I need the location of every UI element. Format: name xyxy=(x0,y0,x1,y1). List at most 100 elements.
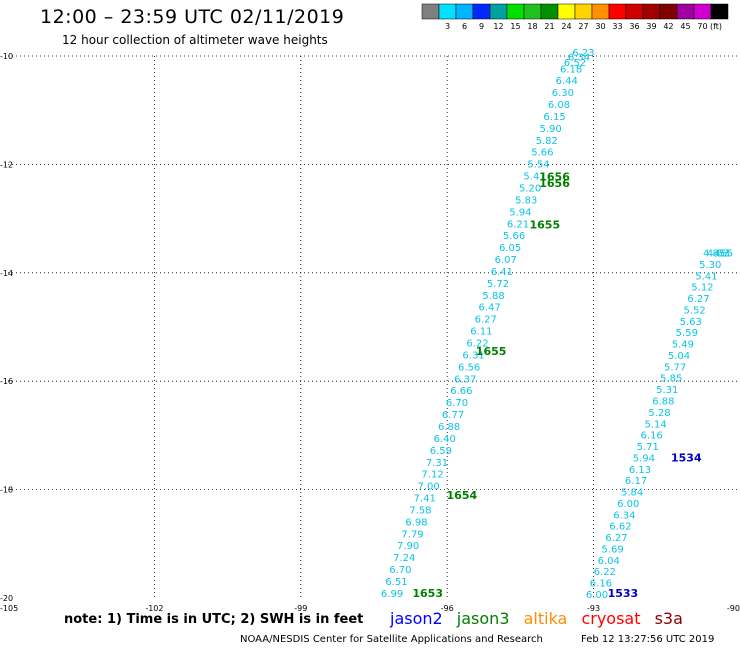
wave-height-value: 5.41 xyxy=(523,172,545,183)
time-label: 1656 xyxy=(539,177,570,190)
colorbar-swatch xyxy=(574,3,593,20)
wave-height-value: 5.04 xyxy=(668,351,690,362)
satellite-s3a: s3a xyxy=(654,609,683,628)
wave-height-value: 6.34 xyxy=(568,52,590,63)
wave-height-value: 6.62 xyxy=(609,522,631,533)
x-tick-label: -96 xyxy=(441,604,454,613)
colorbar-tick-label: 6 xyxy=(462,22,467,31)
wave-height-value: 6.21 xyxy=(507,219,529,230)
wave-height-value: 6.88 xyxy=(438,422,460,433)
colorbar-tick-label: 27 xyxy=(578,22,588,31)
wave-height-value: 5.83 xyxy=(515,195,537,206)
wave-height-value: 6.70 xyxy=(389,565,411,576)
colorbar-swatch xyxy=(472,3,491,20)
wave-height-value: 6.00 xyxy=(586,590,608,601)
colorbar-tick-label: 24 xyxy=(561,22,571,31)
y-tick-label: -20 xyxy=(0,594,13,603)
x-tick-label: -90 xyxy=(727,604,740,613)
wave-height-value: 6.07 xyxy=(495,255,517,266)
chart-title: 12:00 – 23:59 UTC 02/11/2019 xyxy=(40,6,345,28)
y-tick-label: -18 xyxy=(0,486,13,495)
wave-height-value: 5.20 xyxy=(519,184,541,195)
colorbar-tick-label: 3 xyxy=(445,22,450,31)
wave-height-value: 6.11 xyxy=(470,327,492,338)
y-tick-label: -14 xyxy=(0,269,13,278)
wave-height-value: 6.15 xyxy=(543,112,565,123)
colorbar-swatch xyxy=(438,3,457,20)
credit-line: NOAA/NESDIS Center for Satellite Applica… xyxy=(240,634,543,645)
colorbar-tick-label: 21 xyxy=(544,22,554,31)
colorbar-swatch xyxy=(659,3,678,20)
wave-height-value: 6.18 xyxy=(560,64,582,75)
time-label: 1653 xyxy=(412,587,443,600)
wave-height-value: 6.16 xyxy=(590,579,612,590)
wave-height-value: 5.14 xyxy=(644,419,666,430)
wave-height-value: 7.12 xyxy=(421,470,443,481)
satellite-legend: jason2 jason3 altika cryosat s3a xyxy=(390,609,692,628)
colorbar-tick-label: 33 xyxy=(612,22,622,31)
wave-height-value: 5.82 xyxy=(536,136,558,147)
wave-height-value: 6.30 xyxy=(552,88,574,99)
wave-height-value: 4.3 xyxy=(714,249,730,260)
time-label: 1656 xyxy=(539,171,570,184)
y-tick-label: -16 xyxy=(0,377,13,386)
satellite-cryosat: cryosat xyxy=(581,609,641,628)
time-label: 1655 xyxy=(476,345,507,358)
wave-height-value: 6.00 xyxy=(617,499,639,510)
wave-height-value: 5.49 xyxy=(672,340,694,351)
units-note: note: 1) Time is in UTC; 2) SWH is in fe… xyxy=(64,612,364,627)
y-tick-label: -10 xyxy=(0,52,13,61)
wave-height-value: 5.85 xyxy=(660,374,682,385)
wave-height-value: 6.05 xyxy=(499,243,521,254)
satellite-jason3: jason3 xyxy=(456,609,510,628)
wave-height-value: 6.16 xyxy=(641,431,663,442)
wave-height-value: 6.51 xyxy=(385,577,407,588)
wave-height-value: 5.12 xyxy=(691,283,713,294)
wave-height-value: 5.63 xyxy=(680,317,702,328)
wave-height-value: 6.34 xyxy=(613,510,635,521)
time-label: 1533 xyxy=(608,587,639,600)
time-label: 1654 xyxy=(447,489,478,502)
wave-height-value: 5.30 xyxy=(699,260,721,271)
satellite-jason2: jason2 xyxy=(390,609,443,628)
wave-height-value: 5.94 xyxy=(509,207,531,218)
wave-height-value: 5.94 xyxy=(633,453,655,464)
colorbar-tick-label: 36 xyxy=(629,22,639,31)
wave-height-value: 5.71 xyxy=(637,442,659,453)
colorbar-tick-label: 42 xyxy=(663,22,673,31)
wave-height-value: 7.41 xyxy=(414,494,436,505)
wave-height-value: 6.08 xyxy=(548,100,570,111)
colorbar-swatch xyxy=(693,3,712,20)
time-label: 1655 xyxy=(529,218,560,231)
wave-height-value: 6.99 xyxy=(381,589,403,600)
colorbar-swatch xyxy=(676,3,695,20)
wave-height-value: 5.31 xyxy=(656,385,678,396)
wave-height-value: 6.44 xyxy=(556,76,578,87)
wave-height-value: 5.90 xyxy=(540,124,562,135)
colorbar-swatch xyxy=(523,3,542,20)
colorbar-swatch xyxy=(489,3,508,20)
wave-height-value: 6.66 xyxy=(450,386,472,397)
colorbar-unit-label: (ft) xyxy=(710,22,722,31)
colorbar-swatch xyxy=(642,3,661,20)
colorbar-swatch xyxy=(421,3,440,20)
wave-height-value: 7.58 xyxy=(409,505,431,516)
colorbar-tick-label: 39 xyxy=(646,22,656,31)
wave-height-value: 6.04 xyxy=(598,556,620,567)
wave-height-value: 6.88 xyxy=(652,397,674,408)
colorbar-legend: 3 6 9 12 15 18 21 24 27 30 33 36 39 42 45 70 (ft) xyxy=(421,3,729,31)
wave-height-value: 5.84 xyxy=(621,488,643,499)
wave-height-value: 5.69 xyxy=(601,544,623,555)
wave-height-value: 6.56 xyxy=(458,362,480,373)
wave-height-value: 6.40 xyxy=(434,434,456,445)
wave-height-value: 7.31 xyxy=(426,458,448,469)
generation-timestamp: Feb 12 13:27:56 UTC 2019 xyxy=(581,634,715,645)
wave-height-value: 6.47 xyxy=(479,303,501,314)
colorbar-swatch xyxy=(540,3,559,20)
wave-height-value: 6.22 xyxy=(466,339,488,350)
wave-height-value: 6.27 xyxy=(605,533,627,544)
wave-height-value: 6.13 xyxy=(629,465,651,476)
colorbar-tick-label: 15 xyxy=(510,22,520,31)
